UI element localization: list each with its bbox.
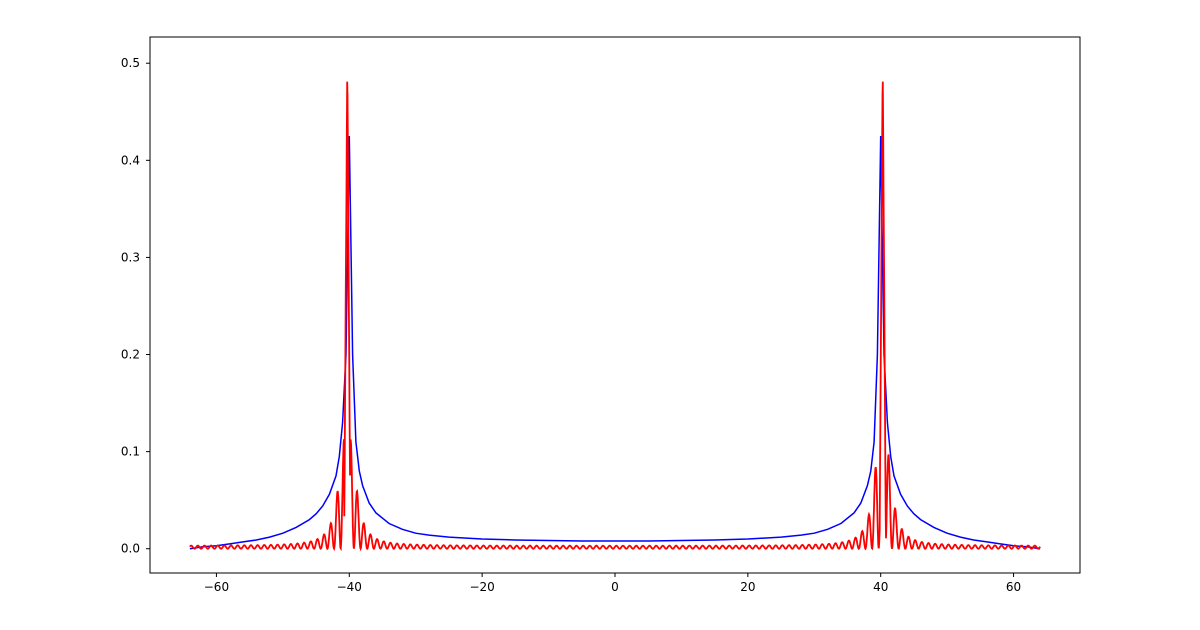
series-line-red (189, 81, 1041, 552)
x-tick-label: −60 (204, 580, 229, 594)
series-line-blue (189, 135, 1041, 550)
x-axis: −60 −40 −20 0 20 40 60 (204, 573, 1021, 594)
x-tick-label: 40 (873, 580, 888, 594)
plot-series-group (189, 81, 1041, 552)
x-tick-label: 0 (611, 580, 619, 594)
y-tick-label: 0.4 (121, 153, 140, 167)
x-tick-label: 60 (1006, 580, 1021, 594)
y-axis: 0.0 0.1 0.2 0.3 0.4 0.5 (121, 56, 150, 556)
y-tick-label: 0.1 (121, 445, 140, 459)
y-tick-label: 0.5 (121, 56, 140, 70)
y-tick-label: 0.0 (121, 542, 140, 556)
x-tick-label: −20 (469, 580, 494, 594)
y-tick-label: 0.3 (121, 250, 140, 264)
x-tick-label: 20 (740, 580, 755, 594)
y-tick-label: 0.2 (121, 348, 140, 362)
x-tick-label: −40 (337, 580, 362, 594)
